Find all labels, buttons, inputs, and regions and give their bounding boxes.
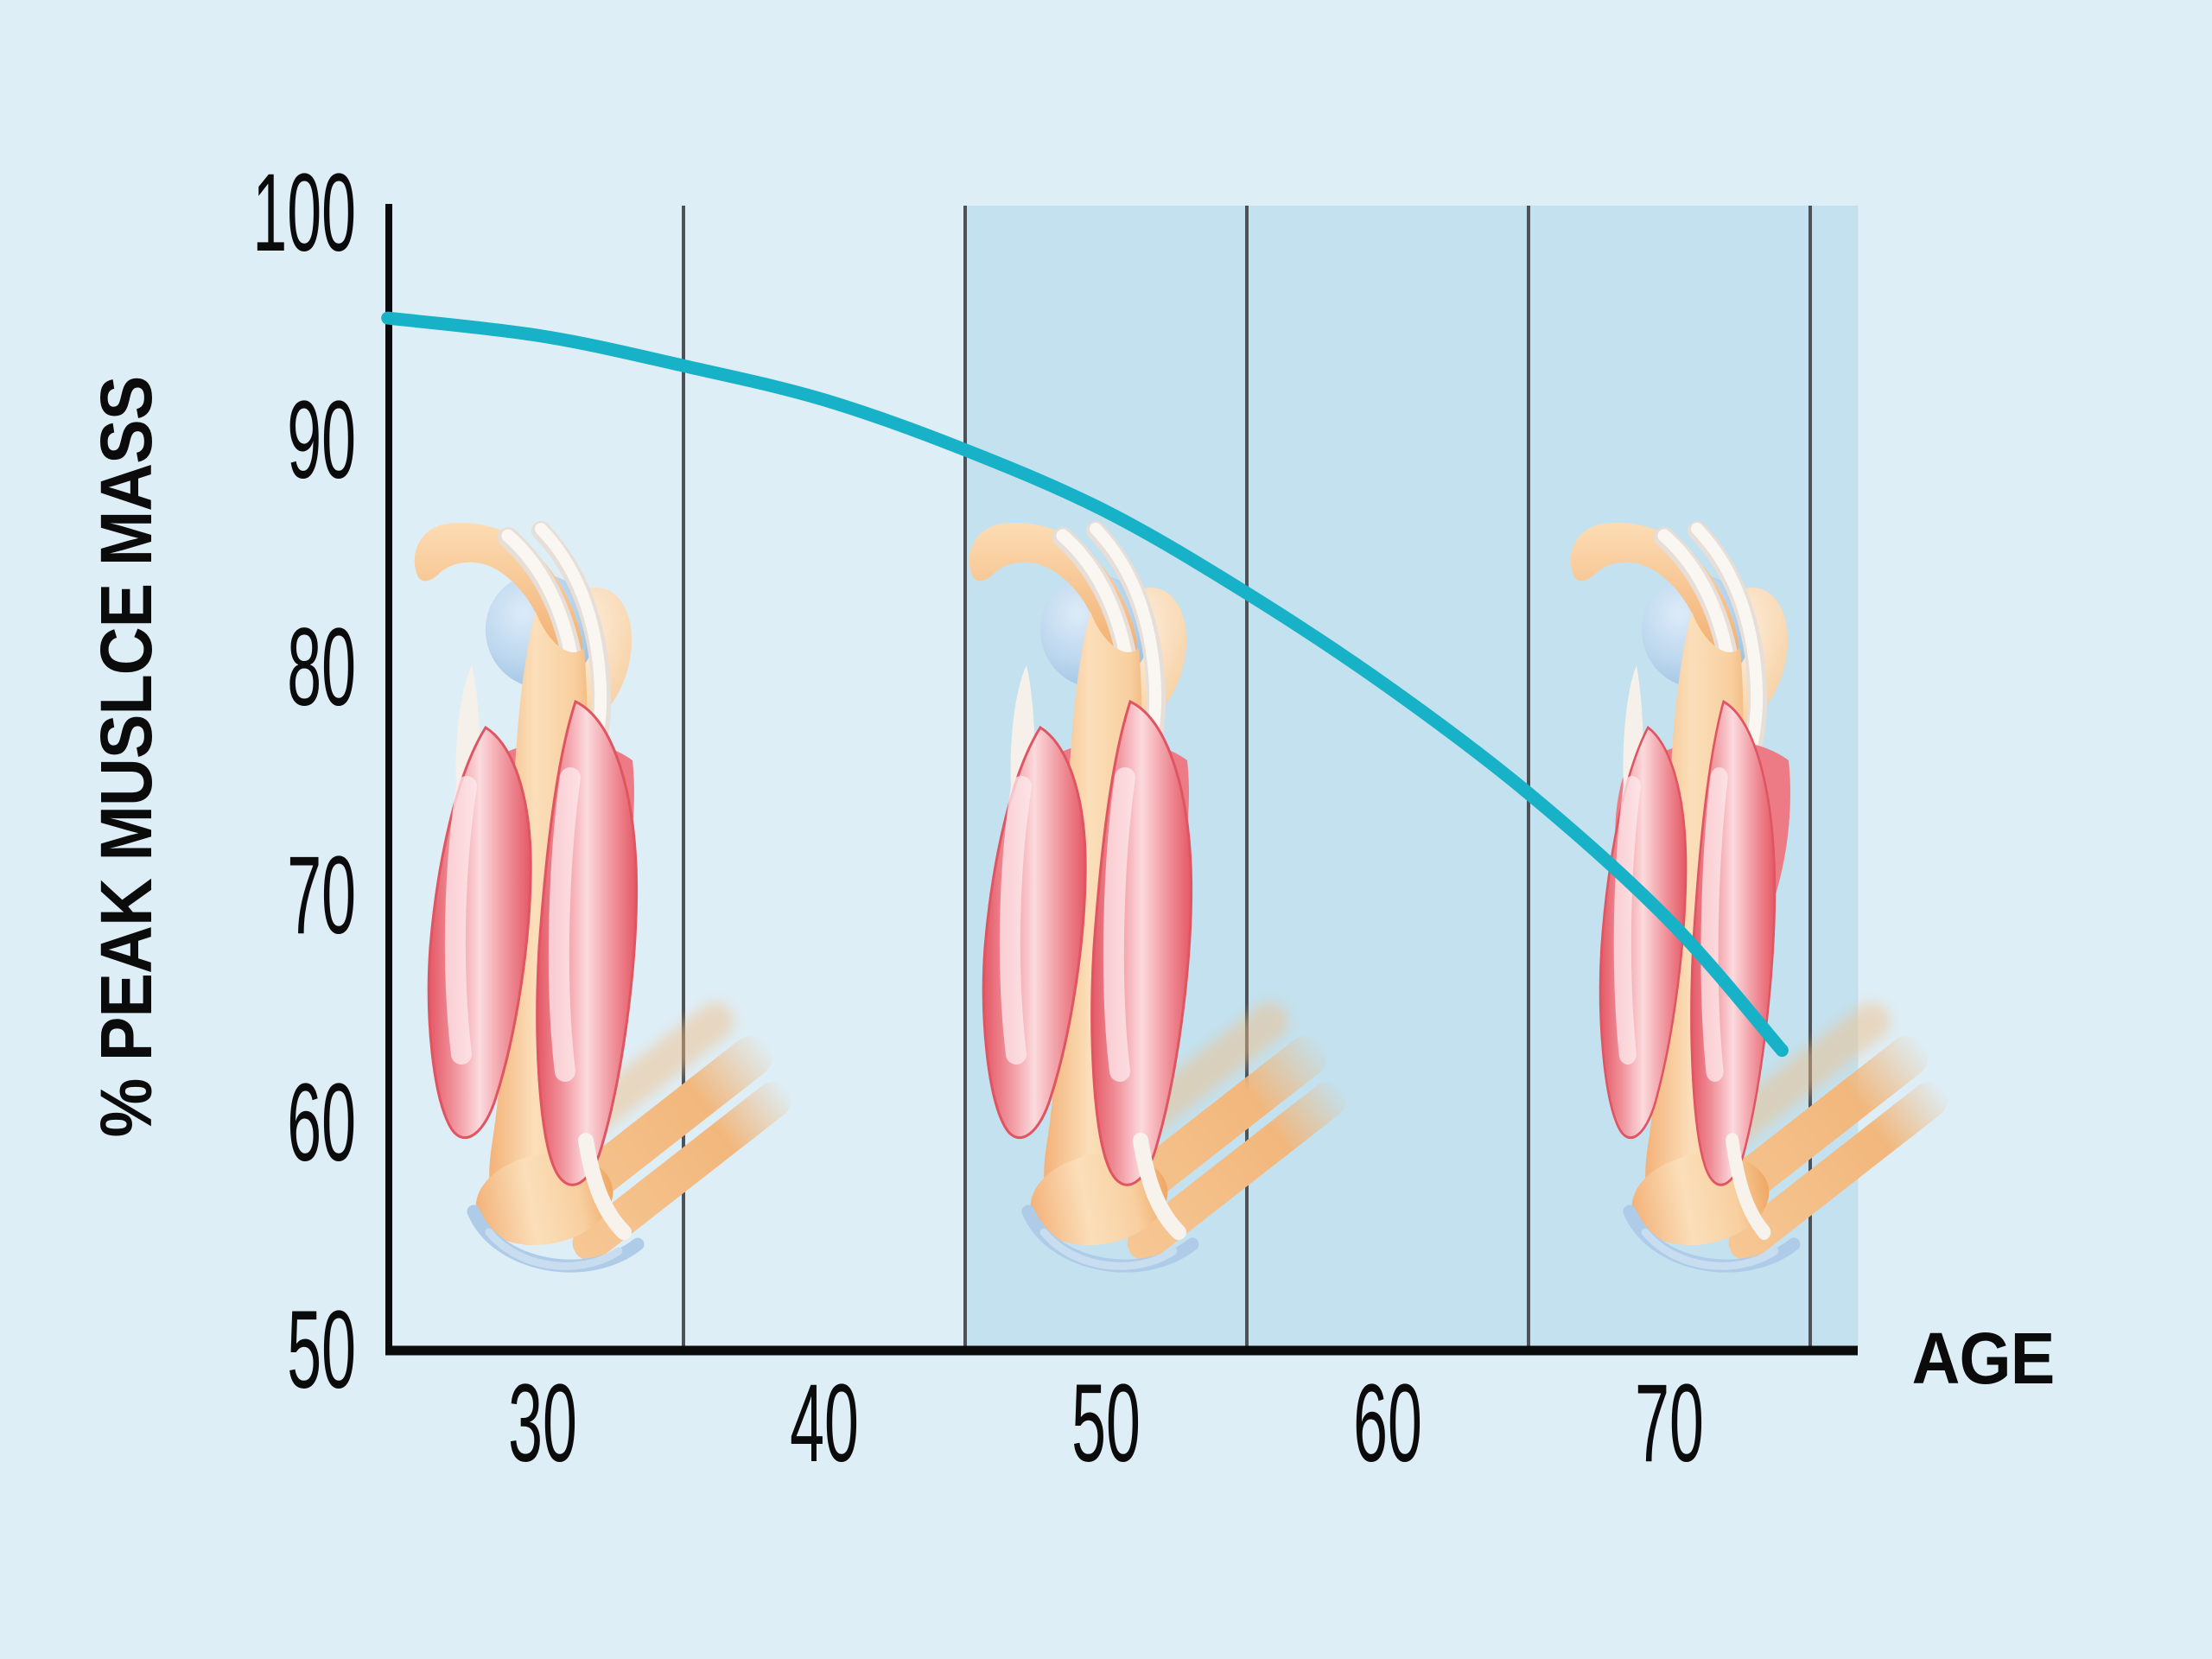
y-tick-60: 60 — [287, 1060, 356, 1185]
curve-layer — [381, 311, 1789, 1058]
muscle-illustration-age-30 — [415, 523, 809, 1277]
y-tick-80: 80 — [287, 606, 356, 730]
x-axis-title: AGE — [1911, 1318, 2056, 1399]
muscle-mass-curve — [381, 311, 1789, 1058]
y-tick-70: 70 — [287, 833, 356, 957]
y-tick-50: 50 — [287, 1288, 356, 1412]
y-axis-title: % PEAK MUSLCE MASS — [86, 376, 167, 1138]
x-tick-30: 30 — [508, 1362, 577, 1485]
x-tick-50: 50 — [1071, 1362, 1141, 1485]
y-tick-90: 90 — [287, 378, 356, 503]
x-tick-60: 60 — [1353, 1362, 1422, 1485]
y-tick-100: 100 — [252, 151, 356, 275]
x-tick-70: 70 — [1635, 1362, 1704, 1485]
x-tick-40: 40 — [790, 1362, 859, 1485]
